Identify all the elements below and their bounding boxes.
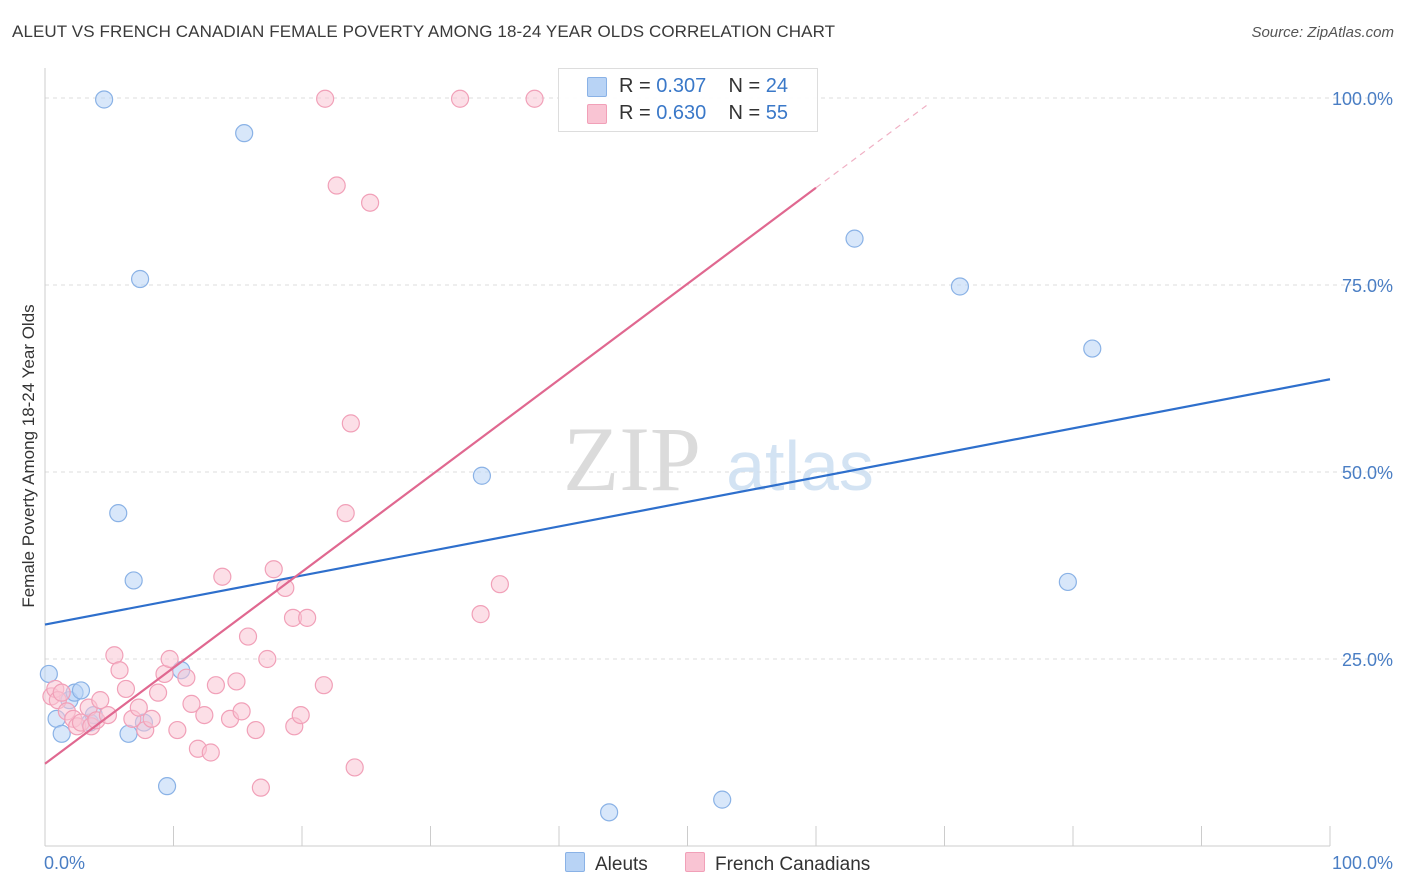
aleuts-point: [472, 466, 491, 485]
french-point: [298, 608, 317, 627]
aleuts-point: [119, 724, 138, 743]
french-point: [341, 414, 360, 433]
y-tick-label: 100.0%: [1332, 89, 1393, 109]
x-tick-label: 0.0%: [44, 853, 85, 873]
french-point: [168, 720, 187, 740]
stats-legend: R = 0.307 N = 24 R = 0.630 N = 55: [558, 68, 818, 132]
french-point: [232, 702, 251, 721]
source-label: Source: ZipAtlas.com: [1251, 24, 1394, 41]
french-point: [264, 560, 283, 579]
legend-n-label: N =: [728, 75, 766, 97]
french-point: [490, 575, 509, 594]
y-tick-label: 50.0%: [1342, 463, 1393, 483]
tick-labels: 25.0% 50.0% 75.0% 100.0% 0.0% 100.0%: [44, 89, 1393, 873]
aleuts-point: [235, 124, 254, 143]
watermark-zip: ZIP: [563, 408, 701, 510]
aleuts-point: [845, 229, 864, 248]
data-points: [39, 89, 1102, 822]
french-point: [345, 758, 364, 777]
aleuts-point: [130, 269, 150, 289]
french-point: [201, 743, 220, 762]
aleuts-point: [157, 777, 177, 796]
axes: [44, 68, 1331, 847]
french-point: [251, 778, 270, 797]
aleuts-point: [600, 803, 619, 822]
french-point: [246, 720, 265, 740]
french-point: [316, 89, 335, 108]
french-legend-swatch: [685, 852, 705, 872]
y-tick-label: 75.0%: [1342, 276, 1393, 296]
french-point: [336, 504, 355, 523]
french-point: [361, 193, 380, 212]
y-tick-label: 25.0%: [1342, 650, 1393, 670]
french-legend-label: French Canadians: [715, 854, 871, 875]
legend-item-french: French Canadians: [685, 852, 870, 876]
aleuts-point: [52, 724, 71, 743]
french-point: [291, 705, 310, 725]
french-point: [177, 668, 196, 687]
aleuts-point: [124, 571, 143, 590]
legend-n-label: N =: [728, 102, 766, 124]
french-point: [450, 89, 470, 108]
aleuts-point: [713, 790, 732, 809]
french-trend-line: [44, 186, 817, 765]
aleuts-point: [1058, 572, 1077, 592]
aleuts-point: [71, 681, 91, 700]
aleuts-point: [95, 90, 114, 109]
trend-lines: [44, 104, 1331, 765]
french-point: [213, 567, 232, 586]
aleuts-legend-swatch: [565, 852, 585, 872]
french-point: [91, 691, 110, 710]
chart-title: ALEUT VS FRENCH CANADIAN FEMALE POVERTY …: [12, 22, 836, 41]
french-point: [238, 627, 258, 646]
legend-r-label: R =: [619, 102, 657, 124]
french-point: [129, 698, 148, 717]
french-point: [116, 679, 136, 699]
french-point: [182, 694, 201, 713]
french-swatch: [587, 104, 607, 124]
french-point: [206, 676, 226, 695]
french-point: [258, 649, 277, 669]
aleuts-legend-label: Aleuts: [595, 854, 648, 875]
french-point: [148, 683, 168, 702]
french-point: [327, 176, 346, 195]
french-point: [227, 672, 246, 691]
french-point: [471, 605, 490, 624]
x-tick-label: 100.0%: [1332, 853, 1393, 873]
legend-r-value: 0.630: [656, 102, 707, 124]
legend-r-value: 0.307: [656, 75, 707, 97]
aleuts-point: [39, 664, 58, 684]
french-trend-extension: [815, 104, 927, 189]
watermark: ZIP atlas: [563, 408, 874, 510]
french-point: [160, 649, 179, 669]
french-point: [314, 676, 333, 695]
french-point: [525, 89, 544, 108]
french-point: [142, 709, 161, 728]
gridlines: [45, 97, 1392, 660]
aleuts-point: [109, 504, 128, 523]
watermark-atlas: atlas: [726, 427, 874, 505]
aleuts-trend-line: [44, 378, 1331, 626]
aleuts-point: [950, 277, 970, 296]
legend-r-label: R =: [619, 75, 657, 97]
french-point: [110, 661, 129, 680]
french-point: [52, 683, 71, 702]
aleuts-swatch: [587, 77, 607, 97]
aleuts-point: [1083, 339, 1102, 358]
legend-n-value: 24: [765, 75, 789, 97]
legend-item-aleuts: Aleuts: [565, 852, 648, 876]
french-point: [195, 705, 214, 725]
legend-n-value: 55: [765, 102, 789, 124]
